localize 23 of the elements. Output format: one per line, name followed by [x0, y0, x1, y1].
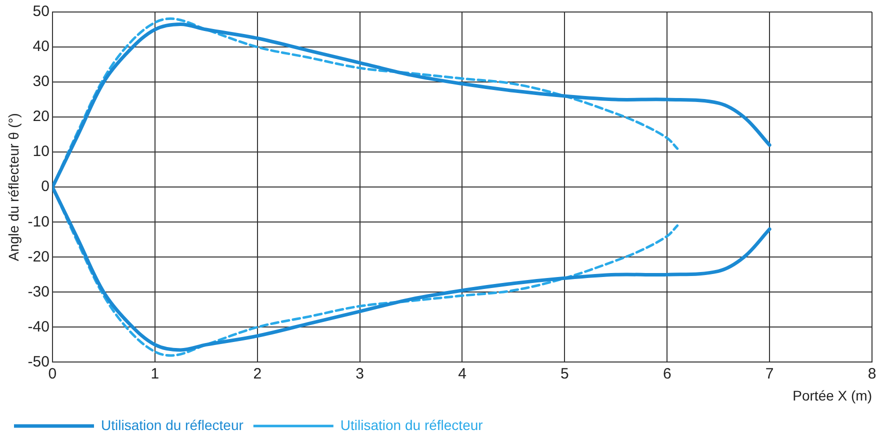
x-tick-label: 8 [868, 365, 876, 382]
y-tick-label: 40 [32, 38, 50, 56]
y-tick-label: 50 [32, 3, 50, 20]
y-tick-label: 10 [32, 143, 50, 160]
y-tick-label: -30 [28, 283, 50, 300]
x-tick-label: 7 [765, 365, 774, 382]
y-axis-title: Angle du réflecteur θ (°) [5, 113, 22, 262]
x-tick-label: 4 [458, 365, 466, 382]
y-tick-label: 30 [32, 73, 50, 90]
x-tick-label: 1 [150, 365, 160, 382]
y-tick-label: -50 [28, 353, 50, 370]
x-tick-label: 3 [356, 365, 364, 382]
x-tick-label: 6 [662, 365, 672, 382]
x-tick-label: 5 [560, 365, 569, 382]
y-tick-label: -20 [28, 248, 50, 266]
y-tick-label: -10 [28, 213, 50, 230]
x-axis-title: Portée X (m) [792, 387, 872, 404]
y-tick-label: 20 [32, 108, 50, 126]
y-tick-label: 0 [41, 178, 50, 196]
x-tick-label: 2 [253, 365, 262, 382]
text: Utilisation du réflecteur [101, 416, 244, 433]
y-tick-label: -40 [28, 318, 50, 336]
text: Utilisation du réflecteur [340, 416, 484, 433]
